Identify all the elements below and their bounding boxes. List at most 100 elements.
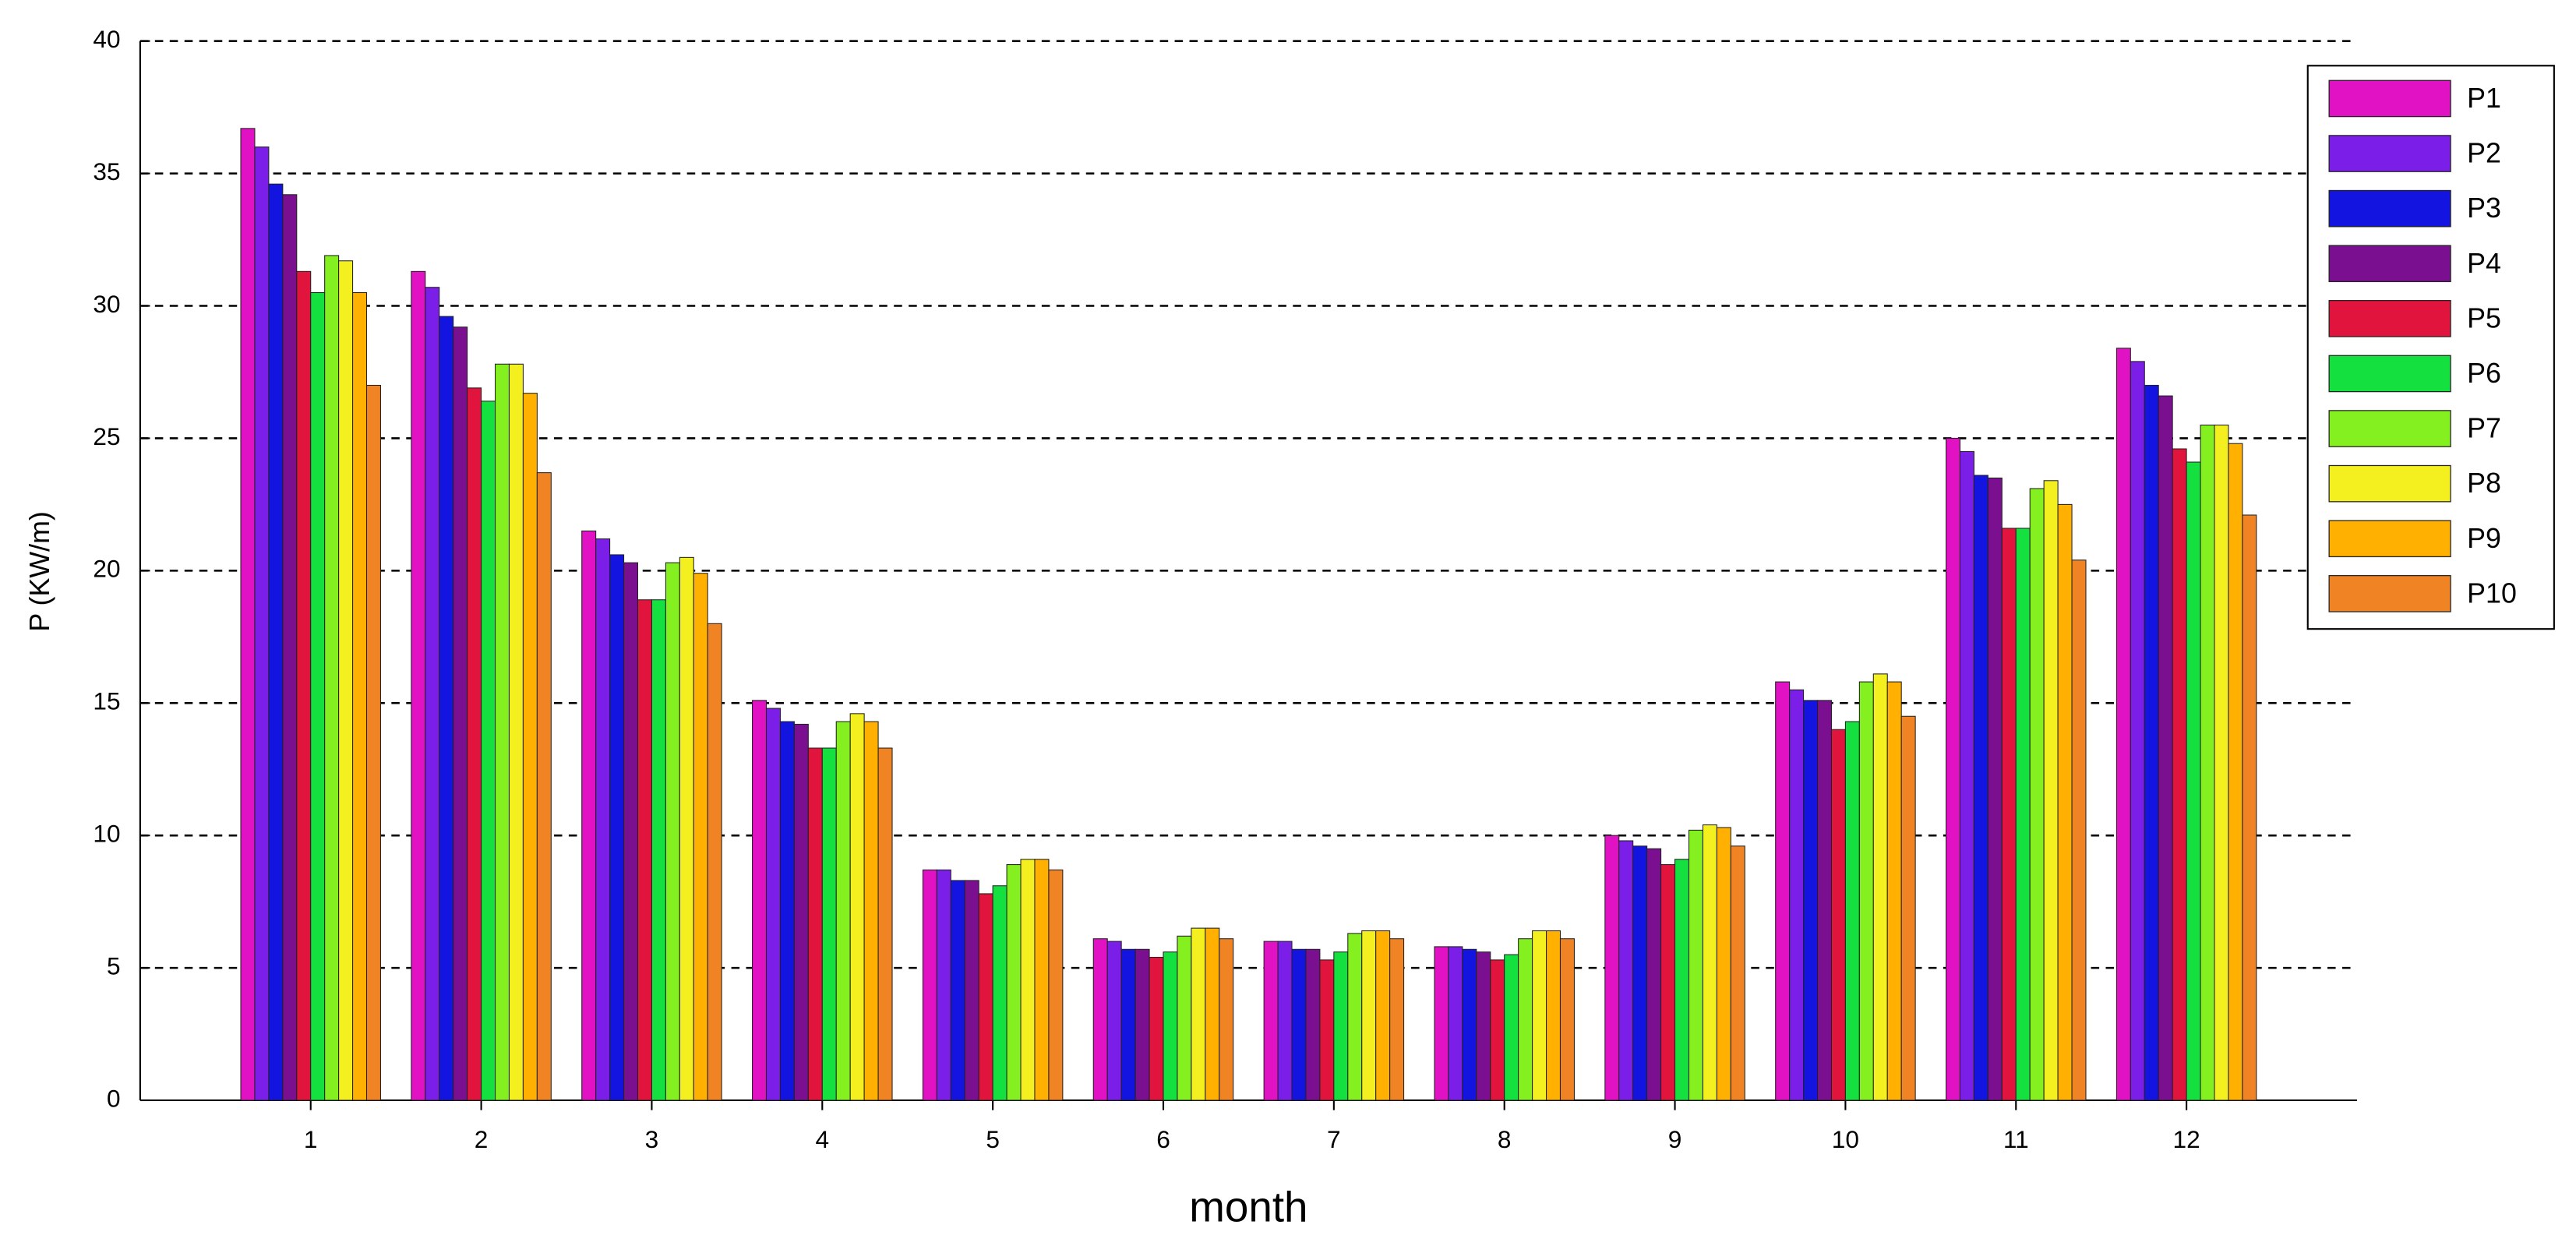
bar bbox=[324, 255, 340, 1101]
bar bbox=[693, 573, 708, 1101]
bar bbox=[1389, 938, 1405, 1101]
legend-swatch bbox=[2328, 79, 2451, 118]
bar bbox=[1490, 959, 1505, 1101]
legend-swatch bbox=[2328, 410, 2451, 447]
bar bbox=[453, 326, 468, 1101]
bar bbox=[1674, 859, 1690, 1101]
bar bbox=[296, 270, 312, 1101]
bar bbox=[1347, 933, 1363, 1101]
legend-swatch bbox=[2328, 189, 2451, 228]
y-tick-label: 15 bbox=[93, 687, 120, 715]
legend-swatch bbox=[2328, 464, 2451, 503]
legend-label: P2 bbox=[2467, 138, 2501, 169]
bar bbox=[1900, 715, 1916, 1101]
bar bbox=[1789, 689, 1805, 1101]
bar bbox=[707, 623, 722, 1101]
legend-label: P3 bbox=[2467, 192, 2501, 224]
bar bbox=[2144, 384, 2159, 1101]
bar bbox=[978, 893, 993, 1101]
bar bbox=[2214, 424, 2229, 1101]
y-tick-label: 5 bbox=[107, 951, 121, 979]
bar bbox=[481, 401, 496, 1101]
legend-label: P5 bbox=[2467, 302, 2501, 334]
bar bbox=[1020, 859, 1036, 1101]
bar bbox=[651, 599, 666, 1101]
bar bbox=[2057, 503, 2073, 1101]
bar bbox=[1448, 946, 1463, 1101]
bar bbox=[609, 554, 625, 1101]
legend-swatch bbox=[2328, 575, 2451, 612]
bar bbox=[522, 393, 538, 1101]
bar bbox=[779, 721, 795, 1101]
bar bbox=[1163, 951, 1178, 1101]
legend-swatch bbox=[2328, 355, 2451, 393]
bar bbox=[1546, 930, 1561, 1101]
bar bbox=[1830, 729, 1846, 1101]
y-tick-label: 0 bbox=[107, 1084, 121, 1112]
bar bbox=[1775, 681, 1791, 1101]
legend-swatch bbox=[2328, 300, 2451, 337]
bar bbox=[1660, 864, 1676, 1101]
y-tick-label: 20 bbox=[93, 555, 120, 583]
x-tick-label: 10 bbox=[1832, 1125, 1859, 1153]
y-tick-label: 10 bbox=[93, 820, 120, 848]
x-tick-label: 11 bbox=[2003, 1125, 2029, 1153]
bar bbox=[1219, 938, 1234, 1101]
bar bbox=[467, 387, 482, 1101]
x-tick-label: 6 bbox=[1156, 1125, 1170, 1153]
bar bbox=[581, 530, 597, 1101]
y-tick-label: 35 bbox=[93, 157, 120, 185]
x-tick-label: 9 bbox=[1668, 1125, 1682, 1153]
legend-label: P8 bbox=[2467, 468, 2501, 499]
bar bbox=[807, 747, 823, 1101]
bar bbox=[992, 885, 1007, 1101]
bar bbox=[352, 291, 368, 1101]
bar bbox=[1434, 946, 1449, 1101]
bar bbox=[922, 869, 937, 1101]
bar bbox=[1177, 935, 1192, 1101]
bar bbox=[1632, 845, 1648, 1101]
bar bbox=[2172, 448, 2187, 1101]
legend-swatch bbox=[2328, 135, 2451, 172]
bar bbox=[623, 562, 639, 1101]
bar bbox=[1319, 959, 1335, 1101]
bar bbox=[2186, 461, 2201, 1101]
bar bbox=[1803, 700, 1819, 1101]
bar bbox=[637, 599, 652, 1101]
x-tick-label: 4 bbox=[815, 1125, 829, 1153]
bar bbox=[1134, 948, 1150, 1101]
bar bbox=[1688, 829, 1703, 1101]
bar bbox=[338, 260, 354, 1101]
bar bbox=[595, 538, 611, 1101]
bar bbox=[877, 747, 893, 1101]
legend-label: P6 bbox=[2467, 358, 2501, 389]
bar bbox=[1205, 927, 1220, 1101]
legend-swatch bbox=[2328, 245, 2451, 283]
bar bbox=[1858, 681, 1874, 1101]
bar bbox=[2001, 528, 2017, 1101]
bar bbox=[1120, 948, 1136, 1101]
x-tick-label: 2 bbox=[475, 1125, 489, 1153]
bar bbox=[964, 880, 979, 1101]
x-tick-label: 5 bbox=[986, 1125, 1000, 1153]
bar bbox=[411, 270, 426, 1101]
bar bbox=[1816, 700, 1832, 1101]
bar bbox=[793, 723, 809, 1101]
bar bbox=[1532, 930, 1547, 1101]
bar bbox=[1504, 954, 1519, 1101]
bar bbox=[2130, 361, 2145, 1101]
bar bbox=[1263, 941, 1279, 1101]
bar bbox=[508, 363, 524, 1101]
bar bbox=[2029, 488, 2045, 1101]
bar bbox=[2015, 528, 2031, 1101]
bar bbox=[1462, 948, 1477, 1101]
y-tick-label: 40 bbox=[93, 25, 120, 53]
bar bbox=[863, 721, 879, 1101]
bar bbox=[425, 287, 440, 1101]
bar bbox=[1476, 951, 1491, 1101]
bar bbox=[1518, 938, 1533, 1101]
bar bbox=[2228, 443, 2243, 1101]
legend-label: P10 bbox=[2467, 577, 2517, 609]
legend-swatch bbox=[2328, 520, 2451, 558]
